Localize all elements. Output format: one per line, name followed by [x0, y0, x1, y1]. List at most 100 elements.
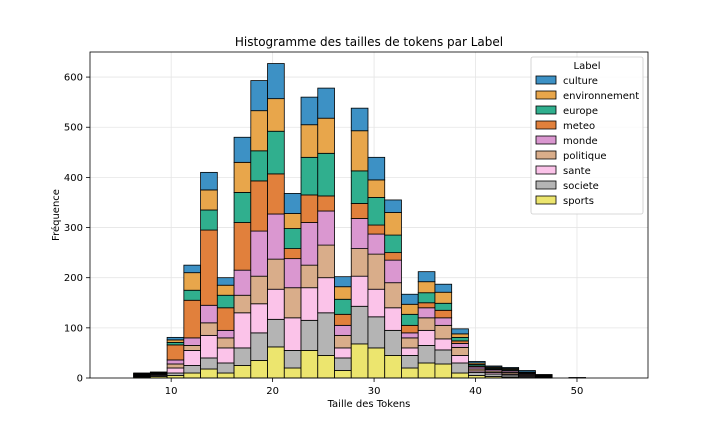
- x-axis-label: Taille des Tokens: [327, 399, 411, 410]
- bar-segment-culture: [183, 264, 201, 274]
- bar-segment-europe: [200, 209, 218, 231]
- bar-segment-politique: [300, 264, 319, 289]
- bar-segment-politique: [334, 334, 352, 349]
- bar-segment-europe: [250, 150, 268, 182]
- bar-segment-sante: [250, 303, 268, 334]
- bar-segment-monde: [166, 359, 185, 365]
- bar-segment-sante: [434, 338, 453, 351]
- chart-title: Histogramme des tailles de tokens par La…: [235, 35, 503, 49]
- bar-segment-culture: [350, 107, 369, 132]
- bar-segment-meteo: [300, 194, 319, 223]
- bar-segment-europe: [334, 298, 352, 315]
- bar-segment-societe: [468, 372, 486, 376]
- bar-segment-monde: [417, 307, 436, 319]
- bar-segment-europe: [367, 197, 386, 226]
- bar-segment-culture: [451, 328, 469, 335]
- bar-segment-environnement: [183, 272, 201, 291]
- y-tick-label: 200: [64, 273, 83, 284]
- bar-segment-societe: [434, 349, 453, 365]
- bar-segment-sante: [267, 288, 285, 320]
- legend-label-culture: culture: [563, 76, 598, 87]
- bar-segment-sante: [417, 329, 436, 346]
- bar-segment-politique: [384, 282, 402, 309]
- bar-segment-sports: [200, 368, 218, 379]
- bar-segment-meteo: [434, 309, 453, 319]
- legend-swatch-sante: [535, 165, 557, 175]
- bar-segment-politique: [283, 287, 302, 319]
- bar-segment-meteo: [401, 324, 419, 334]
- bar-segment-monde: [384, 259, 402, 284]
- bar-segment-sante: [283, 317, 302, 351]
- legend-swatch-europe: [535, 105, 557, 115]
- bar-segment-societe: [216, 362, 235, 374]
- bar-segment-monde: [267, 213, 285, 260]
- bar-segment-culture: [484, 365, 503, 368]
- bar-segment-politique: [200, 322, 218, 336]
- bar-segment-sante: [300, 287, 319, 321]
- bar-segment-culture: [534, 374, 553, 376]
- bar-segment-sports: [317, 355, 335, 379]
- y-tick-label: 400: [64, 173, 83, 184]
- bar-segment-societe: [334, 357, 352, 371]
- bar-segment-meteo: [317, 195, 335, 212]
- bar-segment-meteo: [250, 180, 268, 232]
- x-tick-label: 40: [469, 386, 482, 397]
- bar-segment-sports: [434, 363, 453, 379]
- bar-segment-environnement: [317, 117, 335, 154]
- bar-segment-sports: [350, 343, 369, 379]
- bar-segment-culture: [518, 370, 536, 373]
- bar-segment-meteo: [367, 224, 386, 235]
- y-tick-label: 500: [64, 123, 83, 134]
- bar-segment-sante: [334, 347, 352, 359]
- legend-label-sante: sante: [563, 166, 591, 177]
- bar-segment-environnement: [300, 124, 319, 158]
- bar-segment-sports: [451, 372, 469, 379]
- legend-label-sports: sports: [563, 196, 594, 207]
- bar-segment-culture: [250, 80, 268, 112]
- bar-segment-meteo: [216, 307, 235, 331]
- legend-label-monde: monde: [563, 136, 598, 147]
- bar-segment-sante: [350, 275, 369, 307]
- bar-segment-societe: [183, 365, 201, 374]
- bar-segment-monde: [434, 317, 453, 326]
- bar-segment-sports: [334, 370, 352, 379]
- bar-segment-societe: [300, 319, 319, 351]
- bar-segment-culture: [166, 336, 185, 341]
- bar-segment-environnement: [283, 213, 302, 229]
- bar-segment-europe: [216, 294, 235, 309]
- bar-segment-monde: [183, 337, 201, 346]
- bar-segment-culture: [334, 276, 352, 288]
- bar-segment-societe: [367, 316, 386, 349]
- bar-segment-environnement: [233, 161, 252, 193]
- bar-segment-meteo: [283, 248, 302, 260]
- bar-segment-sports: [417, 362, 436, 379]
- legend-swatch-politique: [535, 150, 557, 160]
- x-tick-label: 30: [368, 386, 381, 397]
- bar-segment-politique: [267, 258, 285, 290]
- bar-segment-societe: [401, 355, 419, 369]
- bar-segment-europe: [384, 234, 402, 254]
- bar-segment-sports: [250, 360, 268, 379]
- bar-segment-societe: [283, 350, 302, 369]
- bar-segment-societe: [267, 318, 285, 348]
- legend-swatch-environnement: [535, 90, 557, 100]
- bar-segment-meteo: [417, 302, 436, 309]
- bar-segment-sante: [384, 307, 402, 331]
- bar-segment-europe: [350, 170, 369, 204]
- bar-segment-meteo: [267, 173, 285, 215]
- bar-segment-culture: [216, 277, 235, 286]
- bar-segment-europe: [434, 302, 453, 311]
- bar-segment-sports: [367, 347, 386, 379]
- y-tick-label: 100: [64, 323, 83, 334]
- bar-segment-societe: [317, 312, 335, 356]
- bar-segment-culture: [300, 96, 319, 126]
- bar-segment-sante: [401, 347, 419, 356]
- bar-segment-monde: [401, 332, 419, 339]
- bar-segment-culture: [468, 361, 486, 364]
- bar-segment-societe: [350, 305, 369, 345]
- bar-segment-culture: [384, 199, 402, 213]
- bar-segment-societe: [250, 332, 268, 361]
